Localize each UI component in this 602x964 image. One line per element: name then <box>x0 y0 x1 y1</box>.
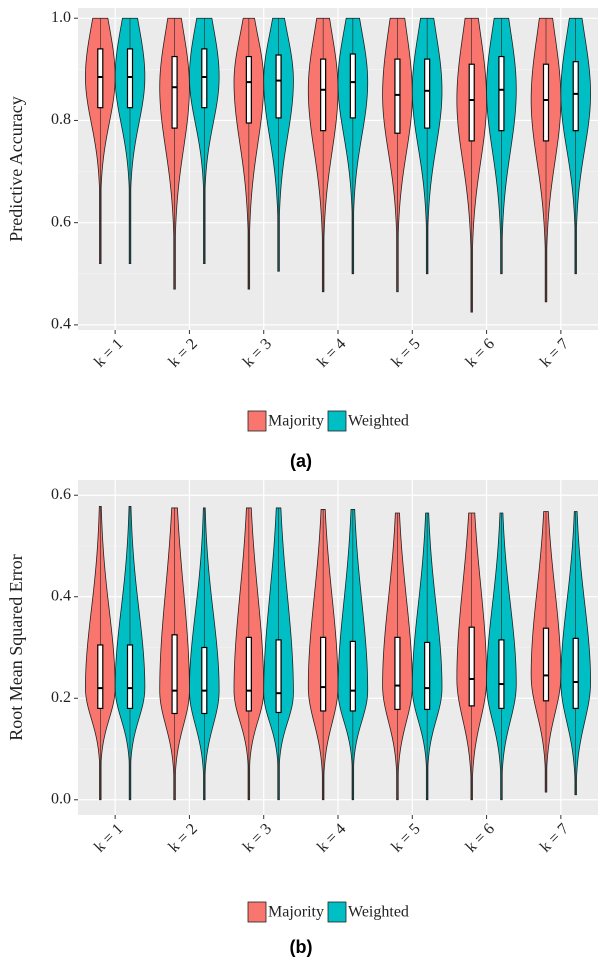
box <box>394 636 401 711</box>
legend-swatch <box>327 901 347 923</box>
y-tick-label: 0.6 <box>51 486 71 503</box>
box <box>171 634 178 715</box>
y-tick-label: 1.0 <box>51 9 71 26</box>
box <box>394 58 401 134</box>
box <box>468 63 475 142</box>
box <box>245 55 252 124</box>
y-axis-label: Root Mean Squared Error <box>6 554 26 740</box>
box <box>468 626 475 707</box>
y-tick-label: 0.0 <box>51 790 71 807</box>
box <box>97 48 104 109</box>
y-tick-label: 0.6 <box>51 213 71 230</box>
x-tick-label: k = 2 <box>165 820 200 855</box>
box <box>320 636 327 712</box>
box <box>320 58 327 132</box>
box <box>498 639 505 710</box>
box <box>542 627 550 702</box>
box <box>126 644 134 710</box>
box <box>275 639 282 714</box>
box <box>126 48 134 109</box>
legend-label: Weighted <box>348 413 409 430</box>
legend-label: Majority <box>268 413 324 430</box>
x-tick-label: k = 6 <box>463 335 498 370</box>
x-tick-label: k = 3 <box>240 335 275 370</box>
legend-label: Weighted <box>348 904 409 921</box>
box <box>171 55 178 129</box>
x-tick-label: k = 3 <box>240 820 275 855</box>
y-tick-label: 0.8 <box>51 111 71 128</box>
y-tick-label: 0.2 <box>51 689 71 706</box>
legend-swatch <box>327 410 347 432</box>
box <box>424 641 431 711</box>
x-tick-label: k = 2 <box>165 335 200 370</box>
x-tick-label: k = 7 <box>537 820 572 855</box>
legend-swatch <box>247 901 267 923</box>
box <box>572 61 579 132</box>
x-tick-label: k = 1 <box>91 820 126 855</box>
box <box>424 58 431 129</box>
legend-label: Majority <box>268 904 324 921</box>
legend-swatch <box>247 410 267 432</box>
box <box>572 637 579 710</box>
caption: (a) <box>290 451 312 471</box>
box <box>349 53 356 119</box>
x-tick-label: k = 1 <box>91 335 126 370</box>
box <box>245 636 252 712</box>
x-tick-label: k = 5 <box>388 335 423 370</box>
x-tick-label: k = 5 <box>388 820 423 855</box>
box <box>542 63 550 142</box>
caption: (b) <box>290 937 313 957</box>
box <box>201 646 208 715</box>
y-axis-label: Predictive Accuracy <box>6 96 26 241</box>
y-tick-label: 0.4 <box>51 316 71 333</box>
box <box>201 48 208 109</box>
box <box>275 54 282 119</box>
box <box>498 55 505 132</box>
legend: Majority Weighted <box>247 901 409 923</box>
x-tick-label: k = 4 <box>314 335 349 370</box>
legend: Majority Weighted <box>247 410 409 432</box>
box <box>349 640 356 712</box>
y-tick-label: 0.4 <box>51 587 71 604</box>
x-tick-label: k = 6 <box>463 820 498 855</box>
x-tick-label: k = 7 <box>537 335 572 370</box>
x-tick-label: k = 4 <box>314 820 349 855</box>
box <box>97 644 104 710</box>
